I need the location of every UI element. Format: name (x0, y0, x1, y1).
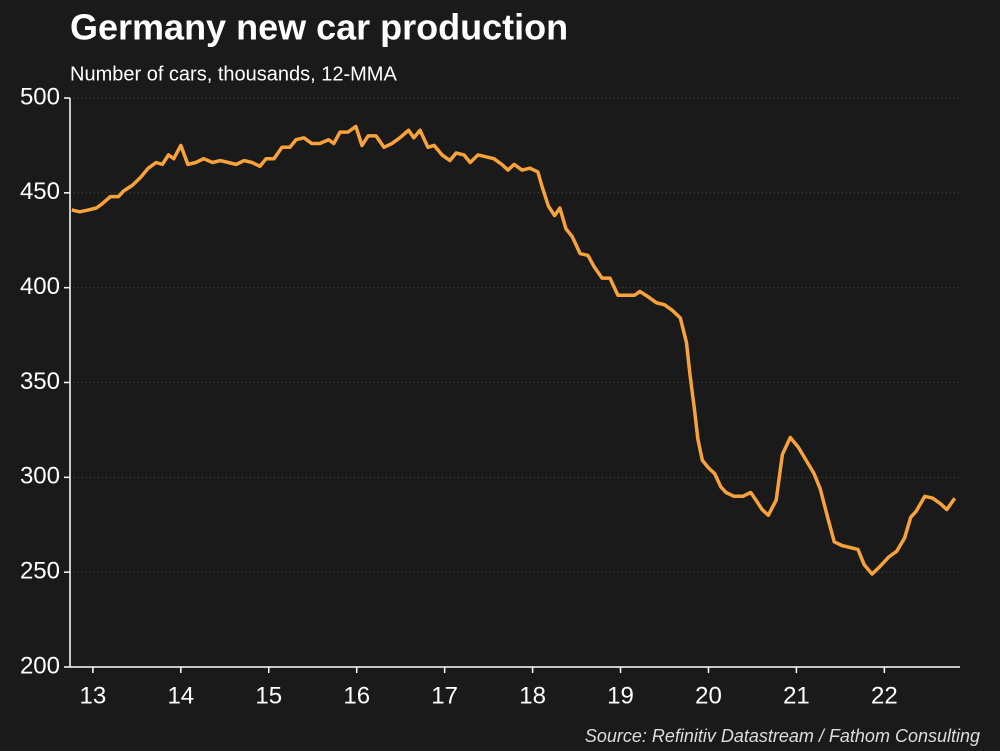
y-tick-label: 250 (20, 558, 60, 585)
x-tick-label: 19 (607, 682, 634, 709)
x-tick-label: 20 (695, 682, 722, 709)
y-tick-label: 350 (20, 368, 60, 395)
x-tick-label: 16 (343, 682, 370, 709)
y-tick-label: 300 (20, 463, 60, 490)
x-tick-label: 21 (783, 682, 810, 709)
y-tick-label: 400 (20, 273, 60, 300)
data-line (71, 124, 957, 576)
plot-area: 200 250 300 350 400 450 500 13 14 15 16 17 18 19 20 21 2… (20, 83, 960, 709)
chart-subtitle: Number of cars, thousands, 12-MMA (70, 63, 397, 85)
source-note: Source: Refinitiv Datastream / Fathom Co… (585, 726, 980, 746)
x-tick-label: 22 (871, 682, 898, 709)
y-tick-label: 500 (20, 83, 60, 110)
x-tick-label: 14 (167, 682, 194, 709)
x-tick-label: 17 (431, 682, 458, 709)
x-tick-label: 18 (519, 682, 546, 709)
x-tick-label: 15 (255, 682, 282, 709)
chart-title: Germany new car production (70, 7, 568, 48)
x-tick-label: 13 (80, 682, 107, 709)
y-tick-label: 200 (20, 652, 60, 679)
y-tick-label: 450 (20, 178, 60, 205)
